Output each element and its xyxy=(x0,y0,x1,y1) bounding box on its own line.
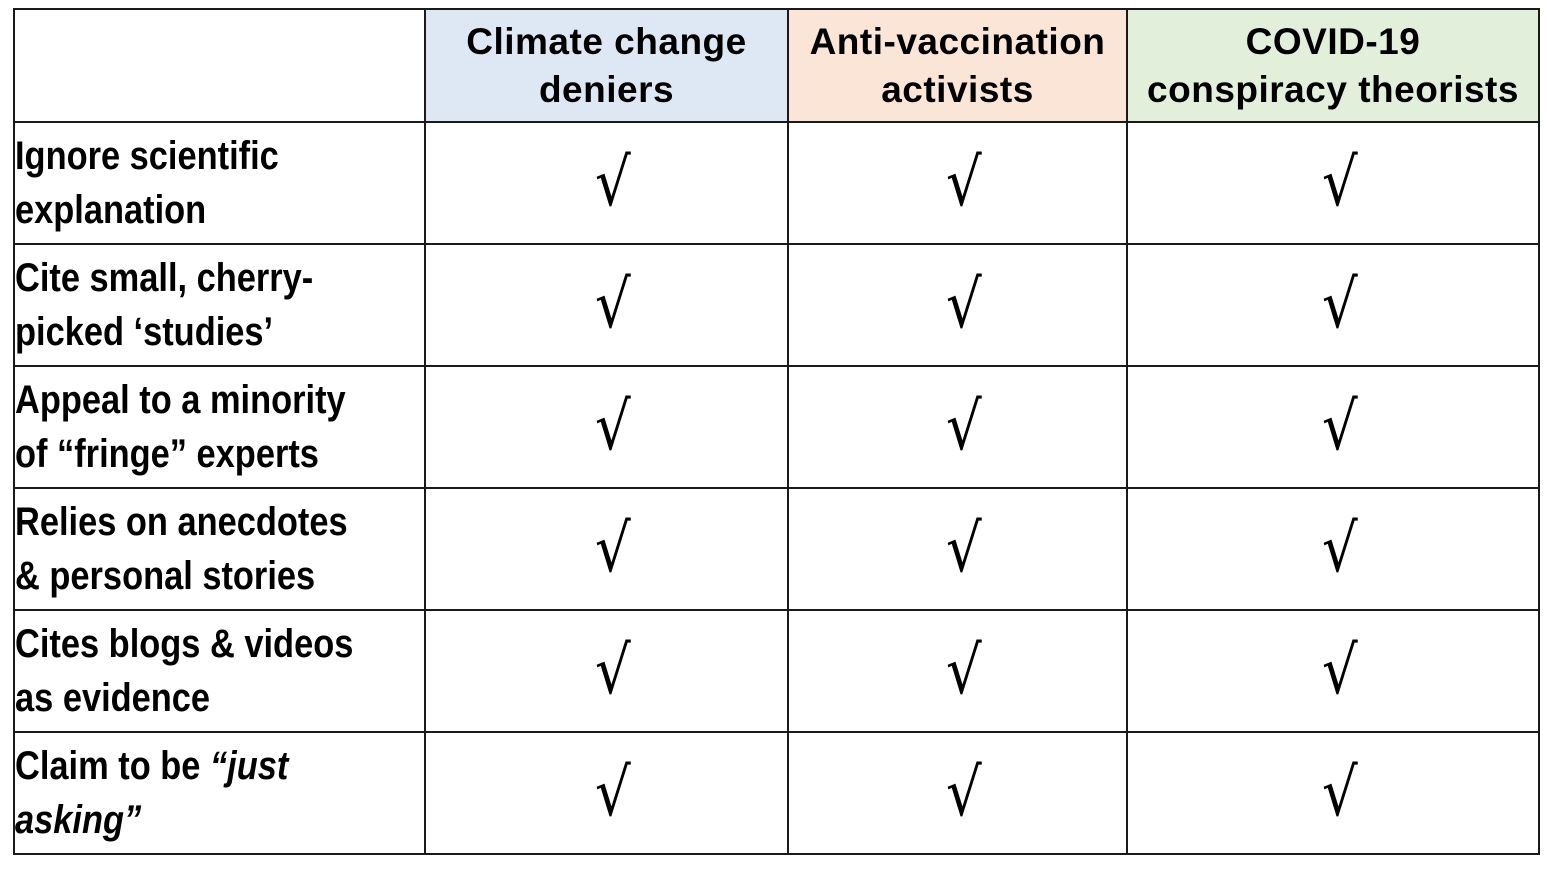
row-label-line: picked ‘studies’ xyxy=(15,310,274,354)
check-cell: √ xyxy=(787,121,1128,245)
checkmark-icon: √ xyxy=(1321,632,1358,709)
checkmark-icon: √ xyxy=(946,754,983,831)
column-header-line: deniers xyxy=(538,68,675,110)
checkmark-icon: √ xyxy=(946,388,983,465)
checkmark-icon: √ xyxy=(1321,388,1358,465)
row-label-line: Cites blogs & videos xyxy=(15,622,354,666)
table-row: Appeal to a minority of “fringe” experts … xyxy=(13,365,1540,489)
check-cell: √ xyxy=(1126,731,1540,855)
column-header-line: activists xyxy=(881,68,1034,110)
check-cell: √ xyxy=(787,243,1128,367)
checkmark-icon: √ xyxy=(1321,510,1358,587)
row-label-line: Ignore scientific xyxy=(15,134,279,178)
check-cell: √ xyxy=(1126,365,1540,489)
check-cell: √ xyxy=(424,731,789,855)
comparison-table: Climate change deniers Anti-vaccination … xyxy=(13,8,1540,855)
check-cell: √ xyxy=(424,609,789,733)
row-label: Cite small, cherry-picked ‘studies’ xyxy=(13,243,426,367)
row-label-line: Appeal to a minority xyxy=(15,378,346,422)
check-cell: √ xyxy=(424,243,789,367)
row-label-text: Claim to be xyxy=(15,744,210,788)
check-cell: √ xyxy=(424,487,789,611)
check-cell: √ xyxy=(1126,609,1540,733)
corner-cell xyxy=(13,8,426,123)
checkmark-icon: √ xyxy=(595,754,632,831)
checkmark-icon: √ xyxy=(946,266,983,343)
column-header-covid-19-conspiracy-theorists: COVID-19 conspiracy theorists xyxy=(1126,8,1540,123)
row-label: Cites blogs & videos as evidence xyxy=(13,609,426,733)
table-header-row: Climate change deniers Anti-vaccination … xyxy=(13,8,1540,123)
table-row: Ignore scientific explanation √ √ √ xyxy=(13,121,1540,245)
column-header-line: COVID-19 xyxy=(1245,20,1421,62)
column-header-line: Climate change xyxy=(466,20,747,62)
checkmark-icon: √ xyxy=(595,266,632,343)
check-cell: √ xyxy=(787,609,1128,733)
row-label-line: Cite small, cherry- xyxy=(15,256,314,300)
row-label: Claim to be “just asking” xyxy=(13,731,426,855)
check-cell: √ xyxy=(424,365,789,489)
checkmark-icon: √ xyxy=(595,510,632,587)
checkmark-icon: √ xyxy=(595,388,632,465)
check-cell: √ xyxy=(1126,243,1540,367)
row-label: Ignore scientific explanation xyxy=(13,121,426,245)
row-label-line: Relies on anecdotes xyxy=(15,500,348,544)
column-header-climate-change-deniers: Climate change deniers xyxy=(424,8,789,123)
check-cell: √ xyxy=(424,121,789,245)
row-label-line: explanation xyxy=(15,188,207,232)
checkmark-icon: √ xyxy=(595,144,632,221)
row-label-line: of “fringe” experts xyxy=(15,432,319,476)
row-label-italic-text: “just xyxy=(209,744,289,788)
row-label: Appeal to a minority of “fringe” experts xyxy=(13,365,426,489)
checkmark-icon: √ xyxy=(1321,144,1358,221)
checkmark-icon: √ xyxy=(946,510,983,587)
checkmark-icon: √ xyxy=(1321,754,1358,831)
check-cell: √ xyxy=(1126,487,1540,611)
check-cell: √ xyxy=(787,365,1128,489)
row-label-line: as evidence xyxy=(15,676,211,720)
table-row: Claim to be “just asking” √ √ √ xyxy=(13,731,1540,855)
check-cell: √ xyxy=(787,731,1128,855)
checkmark-icon: √ xyxy=(595,632,632,709)
table-row: Cites blogs & videos as evidence √ √ √ xyxy=(13,609,1540,733)
row-label-line: & personal stories xyxy=(15,554,316,598)
checkmark-icon: √ xyxy=(1321,266,1358,343)
column-header-anti-vaccination-activists: Anti-vaccination activists xyxy=(787,8,1128,123)
row-label: Relies on anecdotes & personal stories xyxy=(13,487,426,611)
table-row: Relies on anecdotes & personal stories √ … xyxy=(13,487,1540,611)
check-cell: √ xyxy=(1126,121,1540,245)
column-header-line: conspiracy theorists xyxy=(1147,68,1519,110)
table-row: Cite small, cherry-picked ‘studies’ √ √ … xyxy=(13,243,1540,367)
checkmark-icon: √ xyxy=(946,632,983,709)
check-cell: √ xyxy=(787,487,1128,611)
column-header-line: Anti-vaccination xyxy=(809,20,1106,62)
checkmark-icon: √ xyxy=(946,144,983,221)
row-label-italic-text: asking” xyxy=(15,798,142,842)
